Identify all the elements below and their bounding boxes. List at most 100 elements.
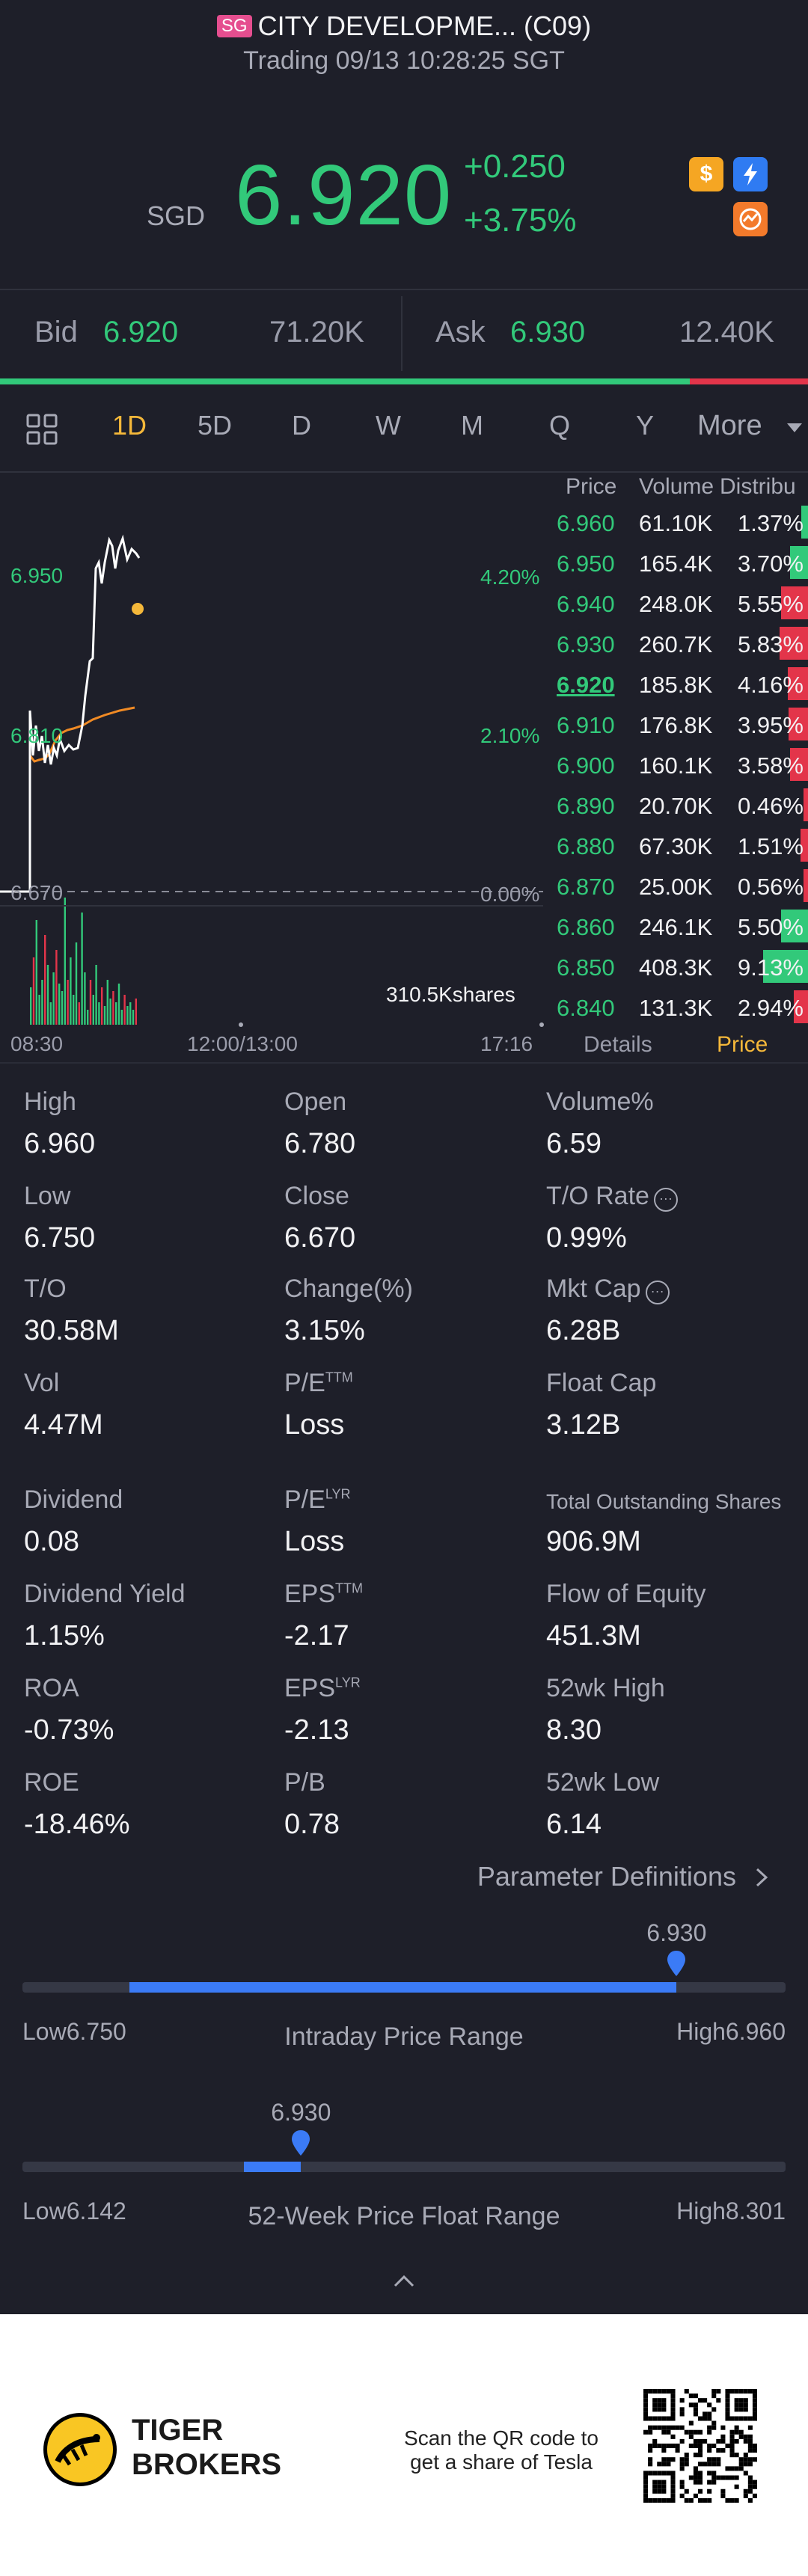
stat-pe-lyr-value: Loss (284, 1526, 345, 1557)
tab-1d[interactable]: 1D (112, 410, 147, 441)
bid-label: Bid (34, 316, 78, 349)
trend-icon[interactable] (733, 202, 768, 236)
ob-distribution-bar (790, 546, 808, 579)
ob-price: 6.900 (557, 752, 615, 779)
week52-high-label: High (676, 2198, 726, 2224)
order-book-row[interactable]: 6.840 131.3K 2.94% (557, 990, 808, 1035)
tab-price[interactable]: Price (717, 1032, 768, 1057)
more-info-icon[interactable]: ··· (653, 1188, 678, 1212)
pct-axis-high: 4.20% (480, 565, 540, 589)
stat-div-yield-label: Dividend Yield (24, 1580, 186, 1608)
order-book-row[interactable]: 6.920 185.8K 4.16% (557, 667, 808, 712)
tab-w[interactable]: W (376, 410, 401, 441)
stat-pe-ttm-label: P/ETTM (284, 1369, 353, 1398)
stat-float-cap-label: Float Cap (546, 1369, 657, 1397)
stat-52wk-low-value: 6.14 (546, 1809, 602, 1840)
ob-distribution-bar (788, 667, 808, 700)
ob-price: 6.840 (557, 995, 615, 1021)
tab-q[interactable]: Q (549, 410, 571, 441)
volume-bar (55, 950, 58, 1025)
ob-distribution: 4.16% (738, 667, 808, 700)
dollar-icon[interactable]: $ (689, 157, 723, 191)
tab-d[interactable]: D (292, 410, 311, 441)
ob-distribution: 3.95% (738, 708, 808, 740)
intraday-high-value: 6.960 (725, 2018, 786, 2045)
order-book-row[interactable]: 6.950 165.4K 3.70% (557, 546, 808, 591)
chevron-up-icon[interactable] (392, 2271, 416, 2289)
intraday-low: Low6.750 (22, 2018, 126, 2046)
ob-distribution-value: 9.13% (738, 954, 804, 981)
volume-bar (44, 935, 46, 1025)
ob-distribution-bar (763, 950, 808, 983)
divider (0, 289, 808, 290)
ob-distribution-bar (804, 869, 808, 902)
ob-volume: 260.7K (639, 631, 713, 657)
order-book-row[interactable]: 6.850 408.3K 9.13% (557, 950, 808, 995)
stat-roa-label: ROA (24, 1674, 79, 1702)
order-book-row[interactable]: 6.890 20.70K 0.46% (557, 788, 808, 833)
chevron-down-icon[interactable] (787, 423, 802, 432)
ob-header-volume: Volume (639, 474, 714, 499)
stat-to-label: T/O (24, 1275, 67, 1303)
ob-header-distribution: Distribu (720, 474, 796, 499)
more-info-icon[interactable]: ··· (645, 1281, 670, 1304)
flash-icon[interactable] (733, 157, 768, 191)
brand-line-1: TIGER (132, 2414, 224, 2447)
order-book-row[interactable]: 6.940 248.0K 5.55% (557, 586, 808, 631)
stat-roe-value: -18.46% (24, 1809, 130, 1840)
divider (0, 471, 808, 473)
ob-distribution-bar (794, 990, 808, 1023)
volume-bar (81, 913, 83, 1025)
stat-eps-ttm-sup: TTM (335, 1580, 364, 1596)
tab-m[interactable]: M (461, 410, 483, 441)
order-book-row[interactable]: 6.910 176.8K 3.95% (557, 708, 808, 752)
volume-bar (46, 965, 49, 1025)
order-book-row[interactable]: 6.930 260.7K 5.83% (557, 627, 808, 672)
ob-volume: 160.1K (639, 752, 713, 779)
tiger-brokers-logo (43, 2413, 117, 2486)
location-pin-icon (292, 2130, 310, 2156)
week52-range-fill (243, 2162, 302, 2172)
volume-bar (103, 1006, 106, 1025)
stat-volume-pct-value: 6.59 (546, 1128, 602, 1159)
tab-details[interactable]: Details (584, 1032, 652, 1057)
parameter-definitions-link[interactable]: Parameter Definitions (477, 1861, 771, 1892)
time-mid: 12:00/13:00 (187, 1032, 298, 1055)
stat-52wk-high-value: 8.30 (546, 1714, 602, 1746)
stat-eps-lyr-label-text: EPS (284, 1674, 336, 1702)
order-book-row[interactable]: 6.880 67.30K 1.51% (557, 829, 808, 874)
week52-range-title: 52-Week Price Float Range (248, 2202, 560, 2230)
stat-roe-label: ROE (24, 1768, 79, 1797)
tab-5d[interactable]: 5D (198, 410, 233, 441)
stat-pb-label: P/B (284, 1768, 325, 1797)
order-book-row[interactable]: 6.900 160.1K 3.58% (557, 748, 808, 793)
qr-code[interactable] (643, 2389, 757, 2503)
ob-price: 6.910 (557, 712, 615, 738)
volume-bar (38, 995, 40, 1025)
intraday-chart[interactable] (0, 471, 554, 1040)
current-price-dot (132, 603, 144, 615)
ob-header-price: Price (566, 474, 617, 499)
ob-volume: 61.10K (639, 510, 713, 536)
grid-icon[interactable] (25, 413, 58, 446)
ob-distribution-bar (781, 910, 808, 942)
order-book-row[interactable]: 6.960 61.10K 1.37% (557, 506, 808, 551)
ob-distribution: 5.55% (738, 586, 808, 619)
tab-more[interactable]: More (697, 410, 762, 441)
ob-distribution: 1.37% (738, 506, 808, 539)
order-book-row[interactable]: 6.860 246.1K 5.50% (557, 910, 808, 954)
volume-bar (115, 1002, 117, 1025)
stat-low-value: 6.750 (24, 1222, 96, 1254)
stat-52wk-high-label: 52wk High (546, 1674, 665, 1702)
ob-price: 6.850 (557, 954, 615, 981)
volume-label: 310.5Kshares (386, 983, 515, 1006)
volume-bar (129, 1002, 132, 1025)
bid-price: 6.920 (103, 316, 179, 349)
order-book-row[interactable]: 6.870 25.00K 0.56% (557, 869, 808, 914)
ob-price: 6.940 (557, 591, 615, 617)
ob-distribution-value: 5.55% (738, 591, 804, 617)
ob-distribution: 0.56% (738, 869, 808, 902)
tab-y[interactable]: Y (636, 410, 655, 441)
ob-distribution-bar (804, 788, 808, 821)
stat-vol-value: 4.47M (24, 1409, 103, 1441)
